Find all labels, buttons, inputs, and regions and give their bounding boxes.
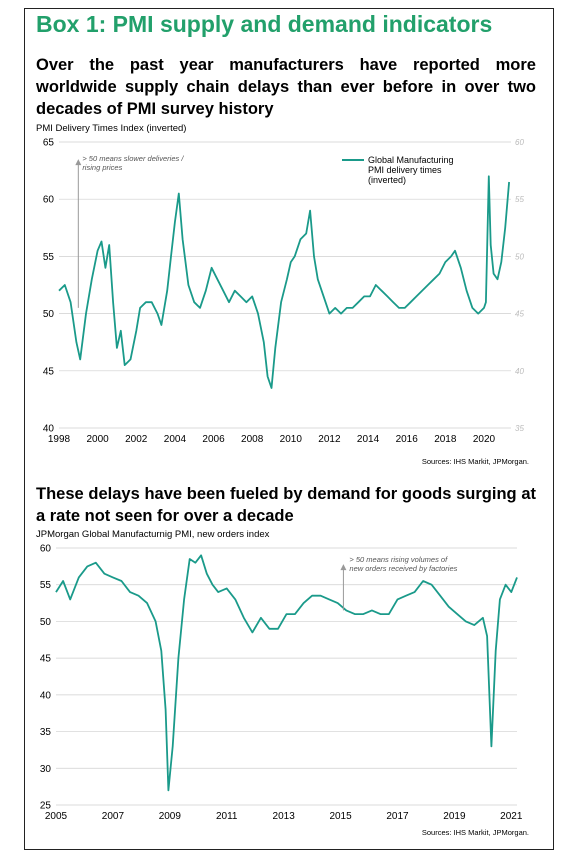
y-tick-label: 55 xyxy=(43,252,55,263)
right-axis-tick-label: 50 xyxy=(515,252,524,261)
annotation-text-line: rising prices xyxy=(82,163,122,172)
chart1-axis-title: PMI Delivery Times Index (inverted) xyxy=(36,123,187,134)
x-tick-label: 2012 xyxy=(318,434,341,445)
right-axis-tick-label: 45 xyxy=(515,310,524,319)
x-tick-label: 2008 xyxy=(241,434,264,445)
legend-label-line: Global Manufacturing xyxy=(368,155,454,165)
right-axis-tick-label: 35 xyxy=(515,424,524,433)
chart1-headline-line-3: decades of PMI survey history xyxy=(36,100,274,118)
chart2-headline-line-1: These delays have been fueled by demand … xyxy=(36,485,536,503)
right-axis-tick-label: 60 xyxy=(515,138,524,147)
chart1-headline-line-2: worldwide supply chain delays than ever … xyxy=(36,78,536,96)
y-tick-label: 50 xyxy=(43,309,55,320)
box-title: Box 1: PMI supply and demand indicators xyxy=(36,11,493,37)
legend-label-line: PMI delivery times xyxy=(368,165,442,175)
right-axis-tick-label: 55 xyxy=(515,195,524,204)
chart2-source: Sources: IHS Markit, JPMorgan. xyxy=(421,828,529,837)
x-tick-label: 1998 xyxy=(48,434,71,445)
series-line xyxy=(58,175,510,389)
annotation-arrow-head xyxy=(75,159,82,166)
y-tick-label: 60 xyxy=(43,195,55,206)
legend-label-line: (inverted) xyxy=(368,175,406,185)
right-axis-tick-label: 40 xyxy=(515,367,524,376)
y-tick-label: 45 xyxy=(43,366,55,377)
x-tick-label: 2002 xyxy=(125,434,148,445)
figure-border xyxy=(24,8,554,850)
chart1-headline: Over the past year manufacturers have re… xyxy=(36,54,536,120)
chart2-headline-line-2: a rate not seen for over a decade xyxy=(36,507,294,525)
x-tick-label: 2000 xyxy=(87,434,110,445)
chart1-headline-line-1: Over the past year manufacturers have re… xyxy=(36,56,536,74)
y-tick-label: 65 xyxy=(43,138,55,149)
x-tick-label: 2020 xyxy=(473,434,496,445)
x-tick-label: 2010 xyxy=(280,434,303,445)
chart1-source: Sources: IHS Markit, JPMorgan. xyxy=(421,457,529,466)
x-tick-label: 2014 xyxy=(357,434,380,445)
x-tick-label: 2004 xyxy=(164,434,187,445)
annotation-text-line: > 50 means slower deliveries / xyxy=(82,154,184,163)
chart2-axis-title: JPMorgan Global Manufacturnig PMI, new o… xyxy=(36,529,270,540)
x-tick-label: 2016 xyxy=(396,434,419,445)
x-tick-label: 2018 xyxy=(434,434,457,445)
x-tick-label: 2006 xyxy=(202,434,225,445)
y-tick-label: 40 xyxy=(43,424,55,435)
chart2-headline: These delays have been fueled by demand … xyxy=(36,483,536,527)
